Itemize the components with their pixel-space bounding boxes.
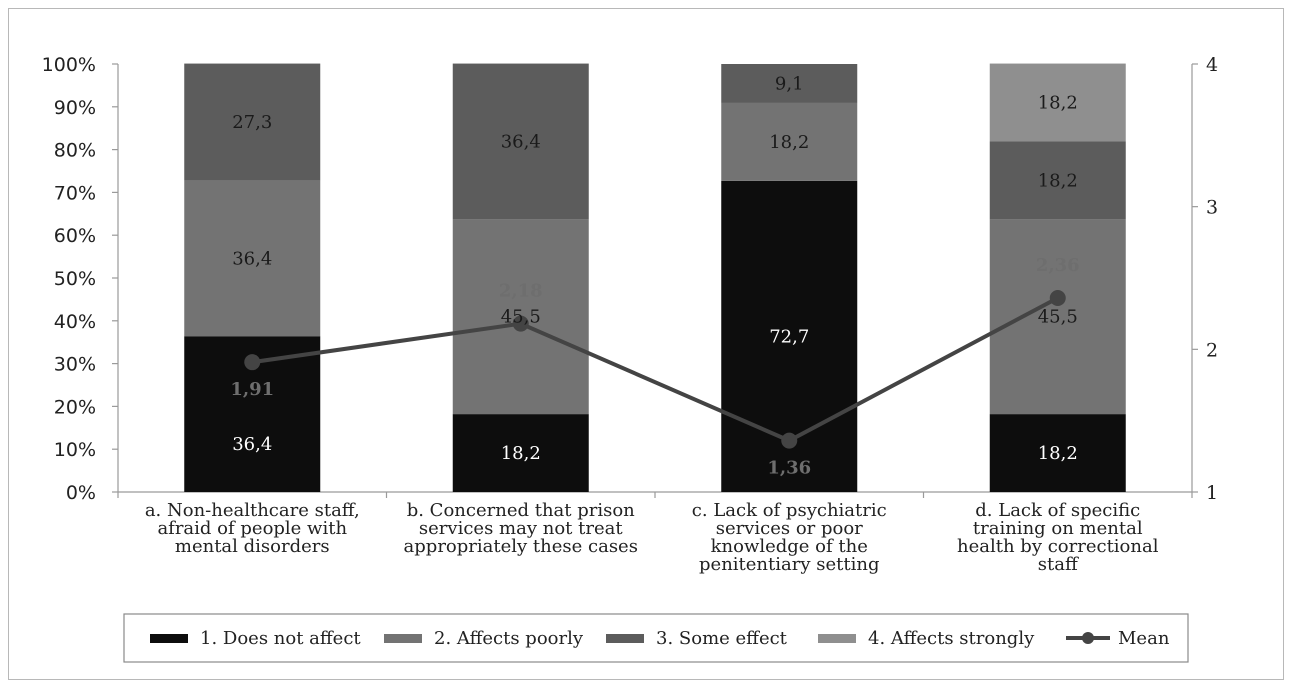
- segment-label: 18,2: [1038, 443, 1078, 464]
- category-label-line: a. Non-healthcare staff,: [145, 500, 360, 521]
- category-label-line: services may not treat: [419, 518, 623, 539]
- segment-label: 36,4: [232, 248, 272, 269]
- category-label: c. Lack of psychiatric services or poor kn…: [692, 500, 887, 575]
- left-tick-label: 10%: [54, 439, 96, 461]
- category-label-line: services or poor: [716, 518, 863, 539]
- bar-segment: [989, 63, 1126, 142]
- category-label-line: afraid of people with: [157, 518, 347, 539]
- left-tick-label: 60%: [54, 225, 96, 247]
- segment-label: 18,2: [1038, 170, 1078, 191]
- segment-label: 18,2: [769, 132, 809, 153]
- bar-segment: [721, 64, 858, 103]
- category-label: a. Non-healthcare staff, afraid of people…: [145, 500, 360, 557]
- legend-swatch: [384, 634, 422, 643]
- left-tick-label: 20%: [54, 396, 96, 418]
- mean-data-label: 2,18: [499, 281, 543, 302]
- category-label-line: staff: [1038, 554, 1079, 575]
- left-tick-label: 80%: [54, 140, 96, 162]
- category-label-line: d. Lack of specific: [975, 500, 1140, 521]
- left-tick-label: 40%: [54, 311, 96, 333]
- mean-point: [512, 315, 529, 332]
- bar-segment: [721, 102, 858, 181]
- segment-label: 36,4: [501, 131, 541, 152]
- category-label-line: mental disorders: [175, 536, 330, 557]
- bar-segment: [989, 414, 1126, 492]
- segment-label: 18,2: [1038, 93, 1078, 114]
- right-tick-label: 2: [1206, 339, 1218, 361]
- category-label: d. Lack of specific training on mental hea…: [957, 500, 1159, 575]
- legend-swatch: [818, 634, 856, 643]
- segment-label: 36,4: [232, 434, 272, 455]
- category-label: b. Concerned that prison services may not…: [404, 500, 638, 557]
- left-tick-label: 30%: [54, 354, 96, 376]
- segment-label: 72,7: [769, 326, 809, 347]
- data-labels: 36,4 36,4 27,3 18,2 45,5 36,4 72,7 18,2 9,1 18,2 4…: [230, 73, 1079, 478]
- axes: 0% 10% 20% 30% 40% 50% 60% 70% 80% 90% 100% 1 2 3 4 a. …: [42, 54, 1218, 575]
- bar-segment: [989, 141, 1126, 220]
- segment-label: 9,1: [775, 73, 804, 94]
- segment-label: 27,3: [232, 112, 272, 133]
- legend-box: [123, 613, 1189, 663]
- left-tick-label: 90%: [54, 97, 96, 119]
- mean-point: [244, 354, 261, 371]
- bar-segment: [989, 219, 1126, 415]
- segment-label: 45,5: [1038, 307, 1078, 328]
- bar-segment: [184, 180, 321, 337]
- category-label-line: c. Lack of psychiatric: [692, 500, 887, 521]
- legend-label: 1. Does not affect: [200, 628, 361, 649]
- mean-point: [1049, 289, 1066, 306]
- left-tick-label: 100%: [42, 54, 96, 76]
- mean-data-label: 1,36: [767, 458, 811, 479]
- legend-swatch: [150, 634, 188, 643]
- category-label-line: health by correctional: [957, 536, 1159, 557]
- bar-segment: [452, 63, 589, 220]
- right-tick-label: 1: [1206, 482, 1218, 504]
- mean-data-label: 1,91: [230, 379, 274, 400]
- legend: 1. Does not affect 2. Affects poorly 3. So…: [123, 613, 1189, 663]
- mean-data-label: 2,36: [1036, 255, 1080, 276]
- left-tick-label: 70%: [54, 182, 96, 204]
- mean-series-line: [251, 296, 1059, 443]
- category-label-line: penitentiary setting: [699, 554, 879, 575]
- bar-segment: [452, 414, 589, 492]
- category-label-line: appropriately these cases: [404, 536, 638, 557]
- left-tick-label: 0%: [66, 482, 96, 504]
- category-label-line: b. Concerned that prison: [407, 500, 635, 521]
- legend-label: 3. Some effect: [656, 628, 788, 649]
- legend-label: 4. Affects strongly: [868, 628, 1035, 649]
- legend-label: 2. Affects poorly: [434, 628, 584, 649]
- category-label-line: knowledge of the: [711, 536, 868, 557]
- segment-label: 18,2: [501, 443, 541, 464]
- legend-label: Mean: [1118, 628, 1170, 649]
- bars: [184, 63, 1126, 492]
- right-tick-label: 3: [1206, 197, 1218, 219]
- legend-mean-marker: [1082, 632, 1094, 644]
- left-tick-label: 50%: [54, 268, 96, 290]
- mean-line: [244, 289, 1066, 449]
- mean-point: [781, 432, 798, 449]
- legend-swatch: [606, 634, 644, 643]
- segment-label: 45,5: [501, 307, 541, 328]
- bar-segment: [184, 63, 321, 181]
- right-tick-label: 4: [1206, 54, 1218, 76]
- category-label-line: training on mental: [973, 518, 1143, 539]
